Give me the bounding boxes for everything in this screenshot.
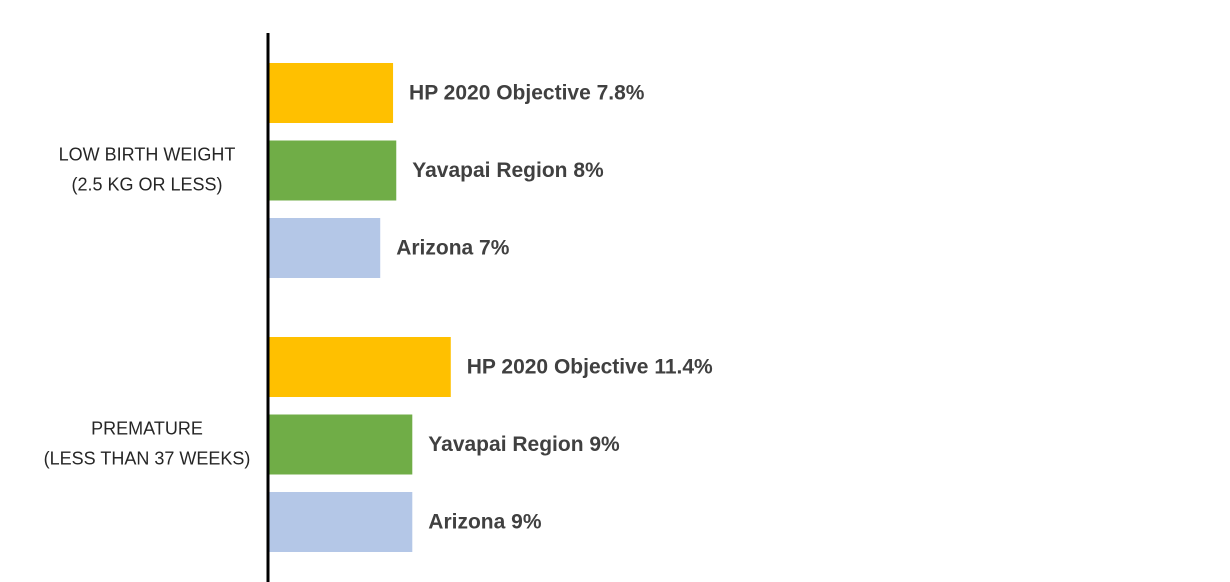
category-label: (2.5 KG OR LESS) <box>71 174 222 194</box>
bar <box>268 218 381 278</box>
bar <box>268 492 413 552</box>
data-label: Yavapai Region 9% <box>428 433 620 456</box>
category-label: (LESS THAN 37 WEEKS) <box>44 448 251 468</box>
data-label: Arizona 7% <box>396 237 510 260</box>
bar <box>268 414 413 475</box>
bar <box>268 140 397 201</box>
data-label: HP 2020 Objective 11.4% <box>467 356 713 379</box>
data-label: HP 2020 Objective 7.8% <box>409 82 645 105</box>
data-label: Arizona 9% <box>428 511 542 534</box>
bar <box>268 337 451 397</box>
category-label: PREMATURE <box>91 418 203 438</box>
category-label: LOW BIRTH WEIGHT <box>59 144 236 164</box>
data-label: Yavapai Region 8% <box>412 159 604 182</box>
bar <box>268 63 394 123</box>
